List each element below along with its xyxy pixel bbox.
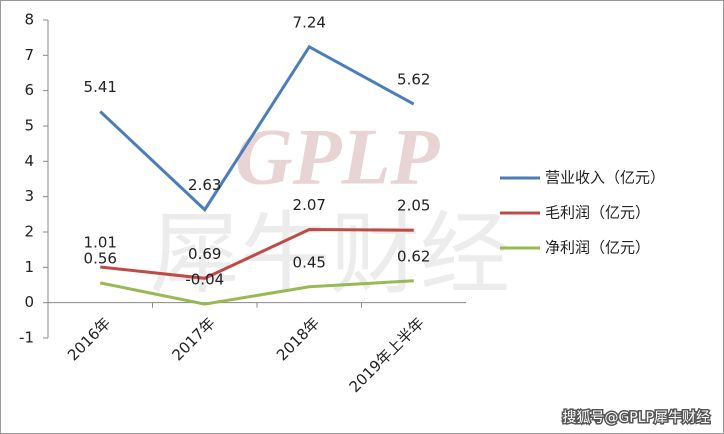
watermark-brand: GPLP (235, 113, 441, 201)
data-label: 2.05 (397, 197, 430, 215)
data-label: 2.07 (293, 196, 326, 214)
y-tick-label: -1 (19, 329, 34, 347)
data-label: 2.63 (188, 176, 221, 194)
data-label: 0.56 (84, 249, 117, 267)
watermark-source: 搜狐号@GPLP犀牛财经 (562, 410, 710, 426)
legend-label: 毛利润（亿元） (545, 204, 650, 222)
data-label: 5.62 (397, 71, 430, 89)
data-label: 0.45 (293, 253, 326, 271)
series-line (99, 44, 415, 213)
data-label: 1.01 (84, 233, 117, 251)
y-tick-label: 3 (24, 187, 34, 205)
data-label: 5.41 (84, 78, 117, 96)
y-tick-label: 8 (24, 11, 34, 29)
y-tick-label: 2 (24, 223, 34, 241)
data-label: 7.24 (293, 13, 326, 31)
series-line (99, 279, 414, 306)
y-tick-label: 1 (24, 258, 34, 276)
y-tick-label: 5 (24, 117, 34, 135)
y-tick-label: 7 (24, 46, 34, 64)
legend-label: 营业收入（亿元） (545, 169, 665, 187)
y-tick-label: 4 (24, 152, 34, 170)
data-label: 0.62 (397, 247, 430, 265)
data-label: 0.69 (188, 245, 221, 263)
y-tick-label: 0 (24, 293, 34, 311)
data-label: -0.04 (185, 271, 224, 289)
watermark-name: 犀牛财经 (150, 202, 510, 307)
legend-label: 净利润（亿元） (545, 239, 650, 257)
series-line (100, 228, 414, 280)
y-tick-label: 6 (24, 81, 34, 99)
